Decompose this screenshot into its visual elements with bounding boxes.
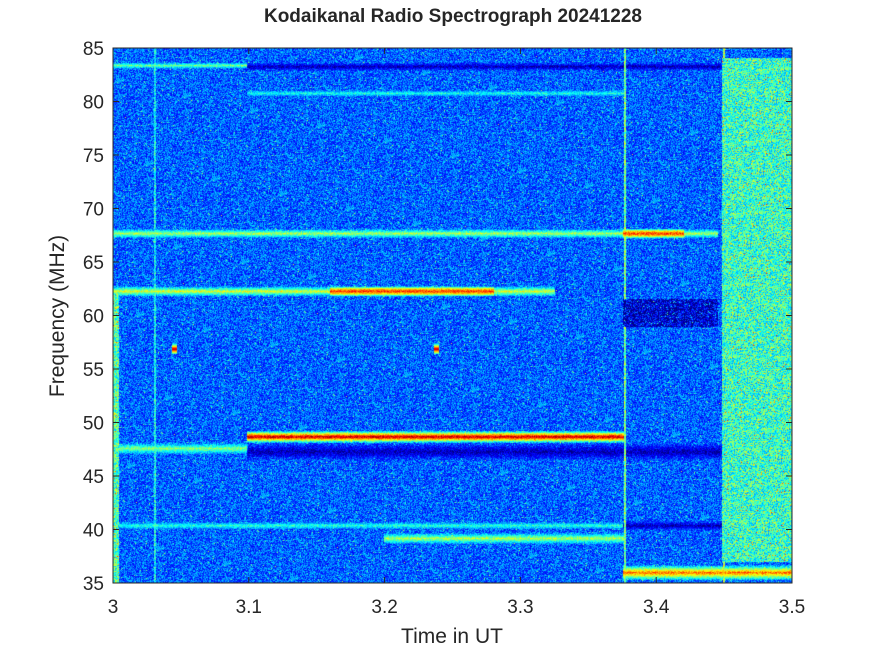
x-tick-label: 3.4 [643, 597, 670, 618]
x-axis-ticks: 3 3.1 3.2 3.3 3.4 3.5 [108, 48, 805, 618]
y-tick-label: 45 [83, 467, 104, 488]
chart-title: Kodaikanal Radio Spectrograph 20241228 [264, 6, 642, 27]
y-axis-ticks: 35 40 45 50 55 60 65 70 75 80 85 [83, 39, 792, 595]
x-tick-label: 3 [108, 597, 119, 618]
x-tick-label: 3.3 [507, 597, 533, 618]
y-tick-label: 70 [83, 200, 104, 221]
x-tick-label: 3.2 [371, 597, 397, 618]
y-tick-label: 35 [83, 574, 104, 595]
x-tick-label: 3.1 [236, 597, 262, 618]
x-tick-label: 3.5 [779, 597, 805, 618]
y-tick-label: 85 [83, 39, 104, 60]
y-tick-label: 50 [83, 414, 104, 435]
heatmap-canvas-holder [113, 48, 792, 583]
y-tick-label: 60 [83, 307, 104, 328]
y-tick-label: 75 [83, 146, 104, 167]
y-tick-label: 65 [83, 253, 104, 274]
y-tick-label: 55 [83, 360, 104, 381]
y-tick-label: 80 [83, 93, 104, 114]
y-tick-label: 40 [83, 521, 104, 542]
x-axis-label: Time in UT [401, 625, 503, 648]
y-axis-label: Frequency (MHz) [46, 235, 69, 397]
spectrogram-heatmap [113, 48, 792, 583]
